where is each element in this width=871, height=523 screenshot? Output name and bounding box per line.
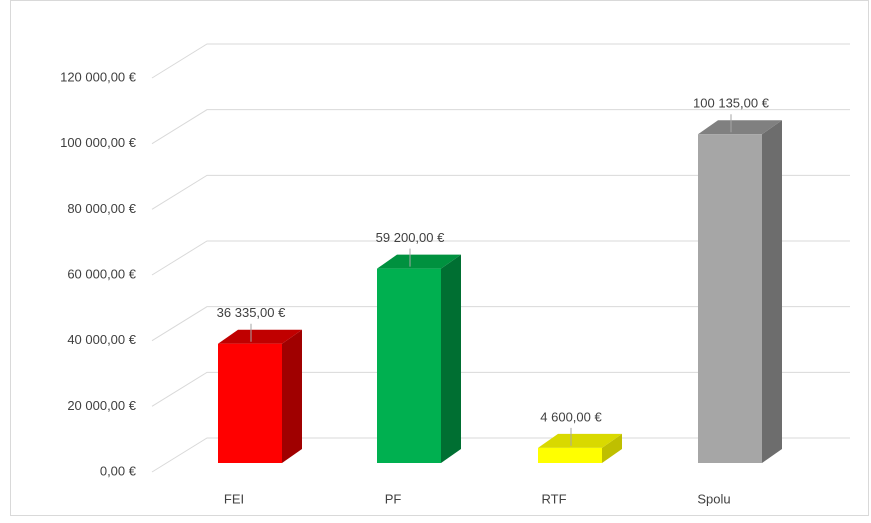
bar-top bbox=[218, 329, 302, 344]
y-tick-label: 80 000,00 € bbox=[67, 201, 136, 216]
y-tick-label: 120 000,00 € bbox=[60, 69, 137, 84]
grid-line bbox=[151, 240, 850, 276]
y-tick-label: 0,00 € bbox=[100, 463, 137, 478]
x-tick-label: Spolu bbox=[697, 491, 730, 506]
grid-line bbox=[151, 43, 850, 79]
x-tick-label: PF bbox=[385, 491, 402, 506]
grid-line bbox=[151, 371, 850, 407]
bar bbox=[538, 447, 602, 463]
bar bbox=[377, 268, 441, 463]
y-tick-label: 100 000,00 € bbox=[60, 135, 137, 150]
bar-side bbox=[282, 329, 302, 463]
data-label: 59 200,00 € bbox=[376, 230, 445, 245]
bar bbox=[218, 343, 282, 463]
bar-top bbox=[538, 433, 622, 448]
data-label: 4 600,00 € bbox=[540, 409, 602, 424]
bar-top bbox=[698, 120, 782, 135]
y-tick-label: 20 000,00 € bbox=[67, 398, 136, 413]
x-tick-label: FEI bbox=[224, 491, 244, 506]
data-label: 100 135,00 € bbox=[693, 96, 770, 111]
grid-line bbox=[151, 109, 850, 145]
grid-line bbox=[151, 306, 850, 342]
bar-side bbox=[441, 254, 461, 463]
data-label: 36 335,00 € bbox=[217, 305, 286, 320]
bar-side bbox=[762, 120, 782, 463]
y-tick-label: 60 000,00 € bbox=[67, 266, 136, 281]
bar bbox=[698, 134, 762, 463]
grid-line bbox=[151, 174, 850, 210]
bar-top bbox=[377, 254, 461, 269]
x-tick-label: RTF bbox=[541, 491, 566, 506]
grid-line bbox=[151, 437, 850, 473]
y-tick-label: 40 000,00 € bbox=[67, 332, 136, 347]
bar-side bbox=[602, 433, 622, 463]
